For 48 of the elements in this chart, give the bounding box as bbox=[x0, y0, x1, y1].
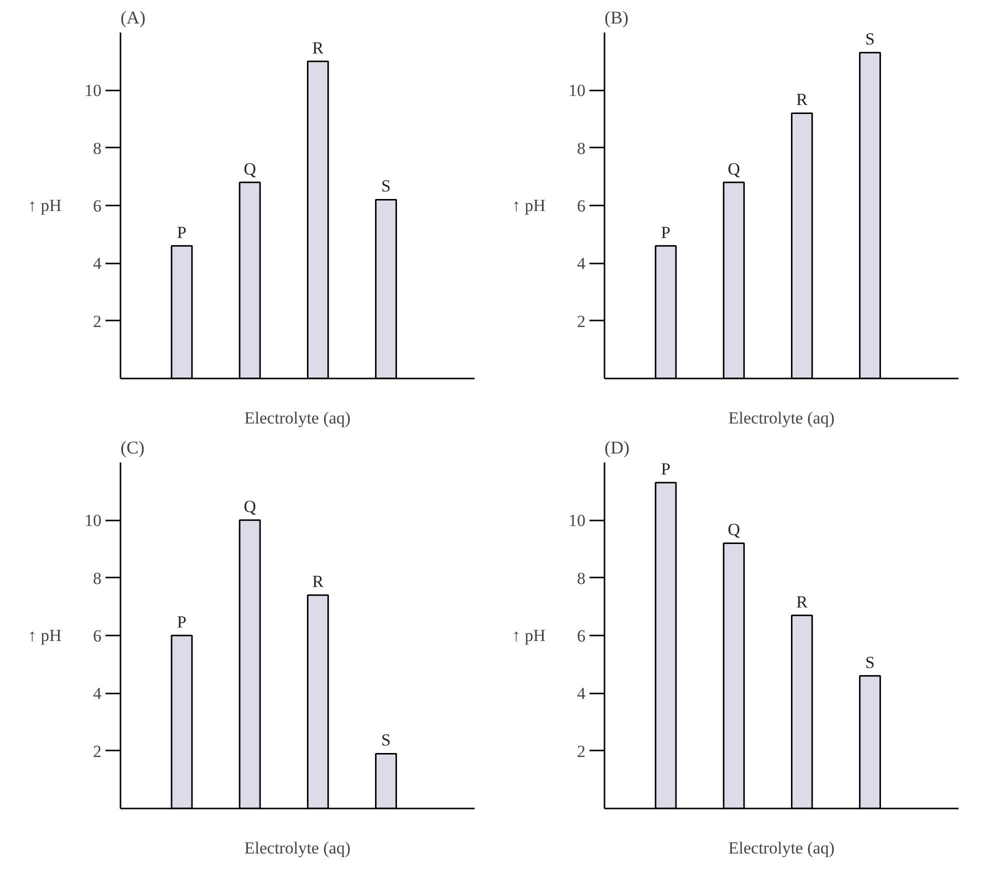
x-tick-label: R bbox=[312, 572, 324, 592]
y-tick-label: 8 bbox=[577, 568, 586, 588]
y-tick-label: 4 bbox=[577, 254, 586, 274]
y-tick-label: 8 bbox=[93, 568, 102, 588]
y-tick-label: 4 bbox=[577, 684, 586, 704]
x-tick-label: S bbox=[865, 30, 875, 49]
chart-title: (B) bbox=[604, 8, 628, 28]
y-tick-label: 4 bbox=[93, 684, 102, 704]
y-tick-label: 2 bbox=[577, 742, 586, 761]
y-tick-label: 6 bbox=[577, 196, 586, 216]
x-axis-title: Electrolyte (aq) bbox=[244, 408, 351, 428]
x-tick-label: P bbox=[661, 222, 671, 242]
y-tick-label: 8 bbox=[577, 138, 586, 158]
x-tick-label: Q bbox=[244, 159, 256, 178]
chart-title: (D) bbox=[604, 438, 630, 458]
y-tick-label: 6 bbox=[93, 196, 102, 216]
x-tick-label: S bbox=[381, 730, 391, 750]
y-tick-label: 10 bbox=[84, 81, 102, 100]
y-tick-label: 6 bbox=[577, 626, 586, 646]
x-tick-label: R bbox=[312, 38, 324, 58]
x-tick-label: R bbox=[796, 592, 808, 612]
x-tick-label: P bbox=[177, 612, 187, 632]
y-tick-label: 10 bbox=[84, 511, 102, 530]
y-axis-title: ↑ pH bbox=[28, 626, 62, 645]
y-axis-title: ↑ pH bbox=[512, 626, 546, 645]
x-tick-label: P bbox=[177, 222, 187, 242]
chart-title: (A) bbox=[120, 8, 146, 28]
y-axis-title: ↑ pH bbox=[512, 196, 546, 215]
x-axis-title: Electrolyte (aq) bbox=[728, 408, 835, 428]
y-axis-title: ↑ pH bbox=[28, 196, 62, 215]
x-tick-label: Q bbox=[728, 159, 740, 178]
x-tick-label: P bbox=[661, 460, 671, 479]
y-tick-label: 4 bbox=[93, 254, 102, 274]
x-tick-label: S bbox=[381, 176, 391, 196]
y-tick-label: 10 bbox=[568, 81, 586, 100]
x-axis-title: Electrolyte (aq) bbox=[728, 838, 835, 858]
x-tick-label: R bbox=[796, 90, 808, 110]
y-tick-label: 8 bbox=[93, 138, 102, 158]
y-tick-label: 6 bbox=[93, 626, 102, 646]
y-tick-label: 2 bbox=[577, 312, 586, 331]
chart-title: (C) bbox=[120, 438, 144, 458]
y-tick-label: 2 bbox=[93, 312, 102, 331]
y-tick-label: 2 bbox=[93, 742, 102, 761]
y-tick-label: 10 bbox=[568, 511, 586, 530]
x-axis-title: Electrolyte (aq) bbox=[244, 838, 351, 858]
x-tick-label: Q bbox=[244, 497, 256, 516]
x-tick-label: Q bbox=[728, 520, 740, 540]
x-tick-label: S bbox=[865, 652, 875, 672]
